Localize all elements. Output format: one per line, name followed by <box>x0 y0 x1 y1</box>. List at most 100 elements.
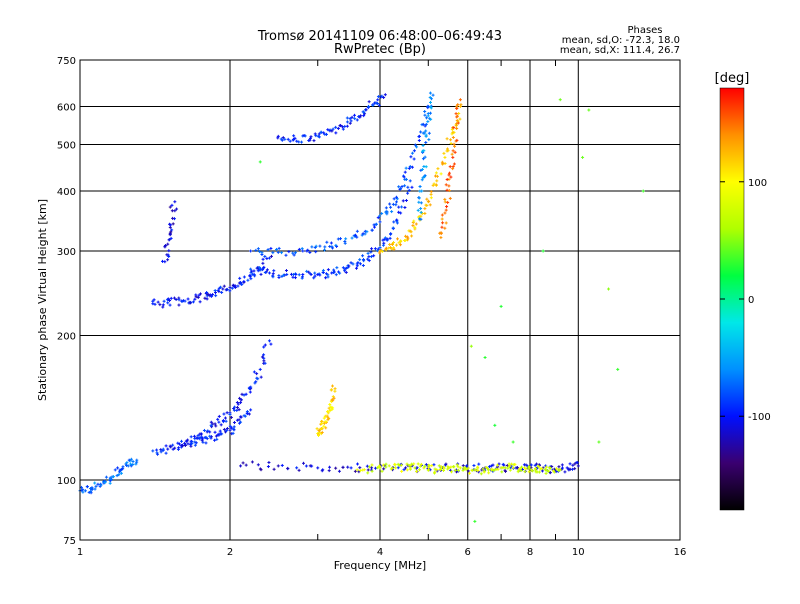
data-point <box>259 375 263 379</box>
data-point <box>324 276 328 280</box>
data-point <box>421 143 425 147</box>
data-point <box>436 167 440 171</box>
data-point <box>370 469 374 473</box>
data-point <box>218 429 222 433</box>
data-point <box>332 396 336 400</box>
data-point <box>440 225 444 229</box>
data-point <box>280 274 284 278</box>
data-point <box>354 266 358 270</box>
data-point <box>99 483 103 487</box>
data-point <box>318 273 322 277</box>
data-point <box>440 217 444 221</box>
data-point <box>420 167 424 171</box>
data-point <box>245 411 249 415</box>
data-point <box>381 463 385 467</box>
data-point <box>445 137 449 141</box>
data-point <box>328 402 332 406</box>
data-point <box>518 467 522 471</box>
data-point <box>326 418 330 422</box>
data-point <box>385 238 389 242</box>
data-point <box>575 461 579 465</box>
data-point <box>356 462 360 466</box>
data-point <box>199 292 203 296</box>
data-point <box>383 236 387 240</box>
data-point <box>399 240 403 244</box>
data-point <box>459 103 463 107</box>
data-point <box>297 273 301 277</box>
data-point <box>345 124 349 128</box>
data-point <box>362 468 366 472</box>
data-point <box>237 418 241 422</box>
data-point <box>431 93 435 97</box>
data-point <box>439 231 443 235</box>
data-point <box>171 447 175 451</box>
data-point <box>450 132 454 136</box>
data-point <box>168 205 172 209</box>
data-point <box>300 140 304 144</box>
data-point <box>333 387 337 391</box>
data-point <box>348 117 352 121</box>
data-point <box>441 221 445 225</box>
data-point <box>558 468 562 472</box>
data-point <box>435 468 439 472</box>
data-point <box>371 103 375 107</box>
data-point <box>96 482 100 486</box>
data-point <box>378 466 382 470</box>
data-point <box>211 293 215 297</box>
data-point <box>507 462 511 466</box>
data-point <box>477 462 481 466</box>
data-point <box>193 443 197 447</box>
data-point <box>161 305 165 309</box>
data-point <box>214 294 218 298</box>
data-point <box>503 466 507 470</box>
data-point <box>414 222 418 226</box>
data-point <box>280 251 284 255</box>
data-point <box>420 149 424 153</box>
data-point <box>341 127 345 131</box>
data-point <box>552 470 556 474</box>
data-point <box>399 186 403 190</box>
data-point <box>388 202 392 206</box>
data-point <box>395 221 399 225</box>
data-point <box>565 466 569 470</box>
data-point <box>281 273 285 277</box>
data-point <box>262 265 266 269</box>
data-point <box>412 157 416 161</box>
data-point <box>318 244 322 248</box>
data-point <box>210 294 214 298</box>
data-point <box>420 189 424 193</box>
data-point <box>560 463 564 467</box>
phases-line-o: mean, sd,O: -72.3, 18.0 <box>562 35 680 46</box>
data-point <box>93 481 97 485</box>
data-point <box>407 166 411 170</box>
data-point <box>366 257 370 261</box>
data-point <box>487 471 491 475</box>
y-tick-label: 750 <box>57 56 76 67</box>
data-point <box>361 254 365 258</box>
data-point <box>501 462 505 466</box>
data-point <box>384 465 388 469</box>
data-point <box>233 405 237 409</box>
data-point <box>454 112 458 116</box>
data-point <box>397 210 401 214</box>
data-point <box>372 254 376 258</box>
data-point <box>292 134 296 138</box>
data-point <box>511 440 515 444</box>
data-point <box>361 264 365 268</box>
data-point <box>473 519 477 523</box>
data-point <box>281 136 285 140</box>
data-point <box>376 95 380 99</box>
data-point <box>320 419 324 423</box>
data-point <box>350 236 354 240</box>
data-point <box>331 406 335 410</box>
data-point <box>169 230 173 234</box>
data-point <box>168 298 172 302</box>
data-point <box>249 267 253 271</box>
data-point <box>451 167 455 171</box>
data-point <box>317 429 321 433</box>
data-point <box>173 209 177 213</box>
data-point <box>263 343 267 347</box>
data-point <box>326 273 330 277</box>
data-point <box>428 203 432 207</box>
colorbar-tick-label: -100 <box>748 412 771 423</box>
